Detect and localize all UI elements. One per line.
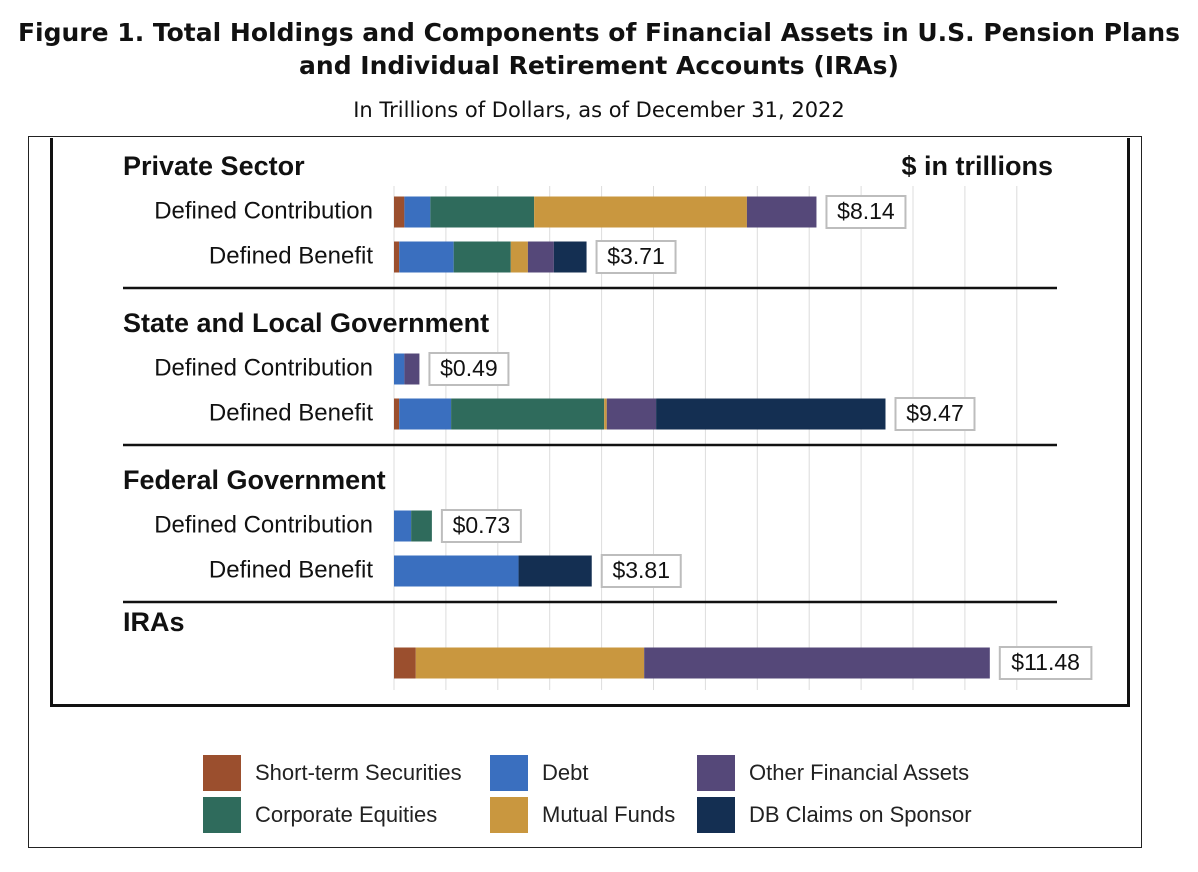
row-label-private-sector-defined-benefit: Defined Benefit bbox=[209, 242, 373, 269]
total-label-box-state-and-local-government-defined-benefit bbox=[894, 397, 976, 431]
row-label-state-and-local-government-defined-contribution: Defined Contribution bbox=[154, 354, 373, 381]
total-label-private-sector-defined-contribution: $8.14 bbox=[837, 198, 895, 224]
bar-segment-private-sector-defined-contribution-other-financial-assets bbox=[746, 196, 817, 228]
bar-segment-state-and-local-government-defined-benefit-db-claims-on-sponsor bbox=[656, 398, 886, 430]
bar-segment-state-and-local-government-defined-benefit-mutual-funds bbox=[604, 398, 607, 430]
bar-segment-private-sector-defined-benefit-other-financial-assets bbox=[527, 241, 554, 273]
bar-segment-private-sector-defined-benefit-short-term-securities bbox=[394, 241, 400, 273]
figure-subtitle: In Trillions of Dollars, as of December … bbox=[353, 98, 845, 122]
figure-title-line-2: and Individual Retirement Accounts (IRAs… bbox=[299, 51, 899, 80]
total-label-box-iras-total bbox=[998, 646, 1093, 680]
figure-outer-frame bbox=[28, 136, 1142, 848]
total-label-box-federal-government-defined-benefit bbox=[600, 554, 682, 588]
bar-segment-state-and-local-government-defined-benefit-debt bbox=[399, 398, 452, 430]
units-label: $ in trillions bbox=[901, 151, 1053, 181]
bar-segment-private-sector-defined-contribution-debt bbox=[404, 196, 431, 228]
bar-segment-private-sector-defined-contribution-short-term-securities bbox=[394, 196, 405, 228]
bar-segment-federal-government-defined-benefit-debt bbox=[394, 555, 519, 587]
total-label-state-and-local-government-defined-benefit: $9.47 bbox=[906, 400, 964, 426]
total-label-iras-total: $11.48 bbox=[1011, 649, 1080, 675]
bar-segment-federal-government-defined-benefit-db-claims-on-sponsor bbox=[518, 555, 592, 587]
bar-segment-iras-total-mutual-funds bbox=[415, 647, 645, 679]
figure-title-line-1: Figure 1. Total Holdings and Components … bbox=[17, 18, 1181, 47]
row-label-private-sector-defined-contribution: Defined Contribution bbox=[154, 197, 373, 224]
bar-segment-federal-government-defined-contribution-corporate-equities bbox=[411, 510, 432, 542]
bar-segment-private-sector-defined-contribution-mutual-funds bbox=[534, 196, 747, 228]
bar-segment-private-sector-defined-contribution-corporate-equities bbox=[430, 196, 535, 228]
total-label-state-and-local-government-defined-contribution: $0.49 bbox=[440, 355, 498, 381]
bar-segment-state-and-local-government-defined-contribution-other-financial-assets bbox=[404, 353, 420, 385]
bar-segment-state-and-local-government-defined-benefit-corporate-equities bbox=[451, 398, 605, 430]
total-label-box-federal-government-defined-contribution bbox=[440, 509, 522, 543]
bar-segment-private-sector-defined-benefit-debt bbox=[399, 241, 454, 273]
bar-segment-private-sector-defined-benefit-db-claims-on-sponsor bbox=[553, 241, 587, 273]
bar-segment-iras-total-other-financial-assets bbox=[644, 647, 990, 679]
bar-segment-iras-total-short-term-securities bbox=[394, 647, 416, 679]
bar-segment-state-and-local-government-defined-benefit-short-term-securities bbox=[394, 398, 400, 430]
total-label-box-private-sector-defined-benefit bbox=[595, 240, 677, 274]
chart-frame bbox=[50, 138, 1130, 707]
group-title-private-sector: Private Sector bbox=[123, 151, 305, 181]
figure-title: Figure 1. Total Holdings and Components … bbox=[0, 16, 1198, 82]
bar-segment-private-sector-defined-benefit-mutual-funds bbox=[510, 241, 528, 273]
total-label-box-private-sector-defined-contribution bbox=[825, 195, 907, 229]
total-label-federal-government-defined-contribution: $0.73 bbox=[453, 512, 511, 538]
group-title-federal-government: Federal Government bbox=[123, 465, 386, 495]
bar-segment-state-and-local-government-defined-benefit-other-financial-assets bbox=[606, 398, 657, 430]
total-label-federal-government-defined-benefit: $3.81 bbox=[612, 557, 670, 583]
bar-segment-federal-government-defined-contribution-debt bbox=[394, 510, 412, 542]
row-label-state-and-local-government-defined-benefit: Defined Benefit bbox=[209, 399, 373, 426]
row-label-federal-government-defined-contribution: Defined Contribution bbox=[154, 511, 373, 538]
total-label-private-sector-defined-benefit: $3.71 bbox=[607, 243, 665, 269]
row-label-federal-government-defined-benefit: Defined Benefit bbox=[209, 556, 373, 583]
total-label-box-state-and-local-government-defined-contribution bbox=[428, 352, 510, 386]
group-title-state-and-local-government: State and Local Government bbox=[123, 308, 489, 338]
bar-segment-private-sector-defined-benefit-corporate-equities bbox=[453, 241, 511, 273]
group-title-iras: IRAs bbox=[123, 607, 185, 637]
bar-segment-state-and-local-government-defined-contribution-debt bbox=[394, 353, 405, 385]
